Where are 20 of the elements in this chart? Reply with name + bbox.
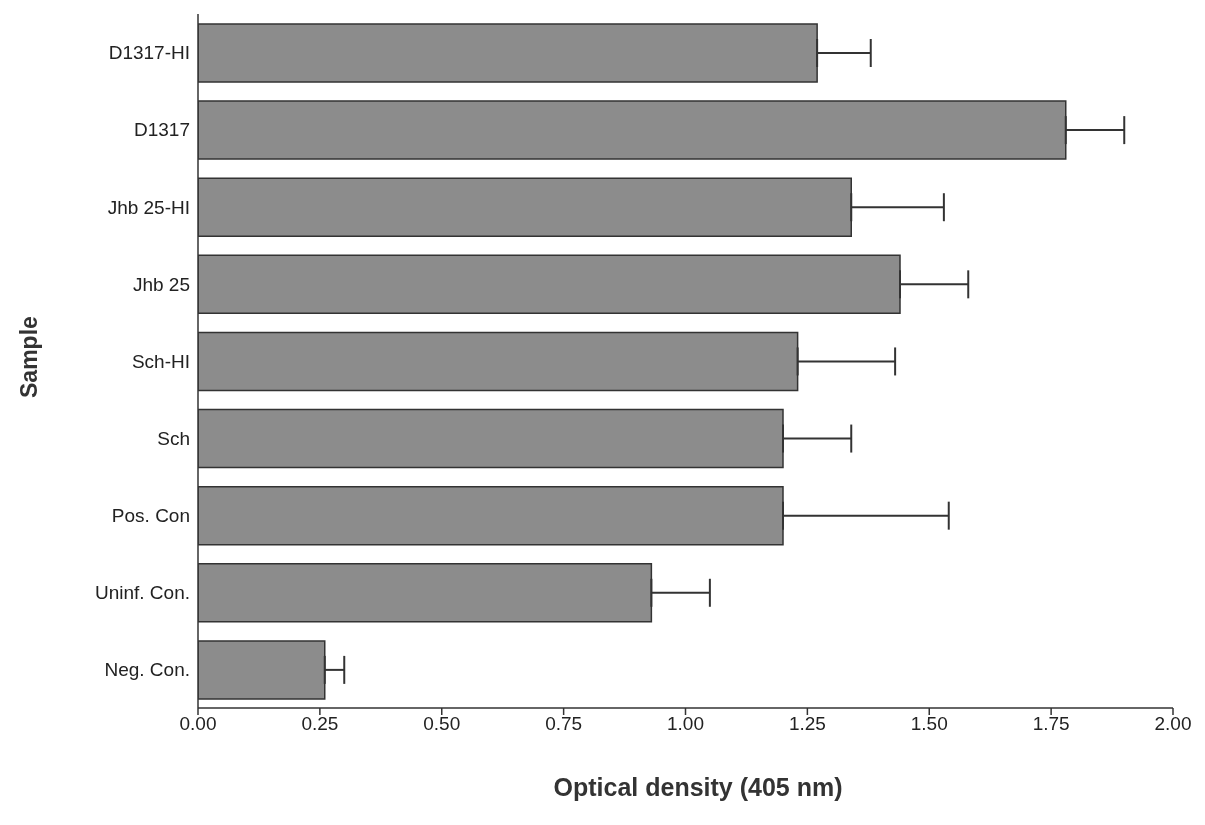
x-tick-label: 1.00 [667, 713, 704, 735]
x-tick-label: 0.25 [301, 713, 339, 735]
x-tick-label: 0.50 [423, 713, 461, 735]
y-tick-label: D1317 [134, 119, 190, 141]
x-tick-label: 2.00 [1154, 713, 1192, 735]
y-tick-label: Jhb 25 [132, 273, 190, 295]
x-tick-label: 0.75 [545, 713, 583, 735]
x-axis-title: Optical density (405 nm) [552, 773, 844, 802]
x-tick-label: 0.00 [179, 713, 217, 735]
y-tick-label: Jhb 25-HI [107, 196, 190, 218]
y-tick-label: D1317-HI [108, 42, 190, 64]
y-tick-label: Pos. Con [111, 504, 190, 526]
y-tick-label: Sch [157, 427, 190, 449]
y-tick-label: Sch-HI [131, 350, 190, 372]
x-tick-label: 1.25 [788, 713, 826, 735]
y-tick-label: Uninf. Con. [94, 582, 190, 604]
x-tick-label: 1.50 [910, 713, 948, 735]
y-tick-label: Neg. Con. [104, 659, 190, 681]
x-tick-label: 1.75 [1032, 713, 1070, 735]
y-axis-title: Sample [16, 316, 43, 398]
